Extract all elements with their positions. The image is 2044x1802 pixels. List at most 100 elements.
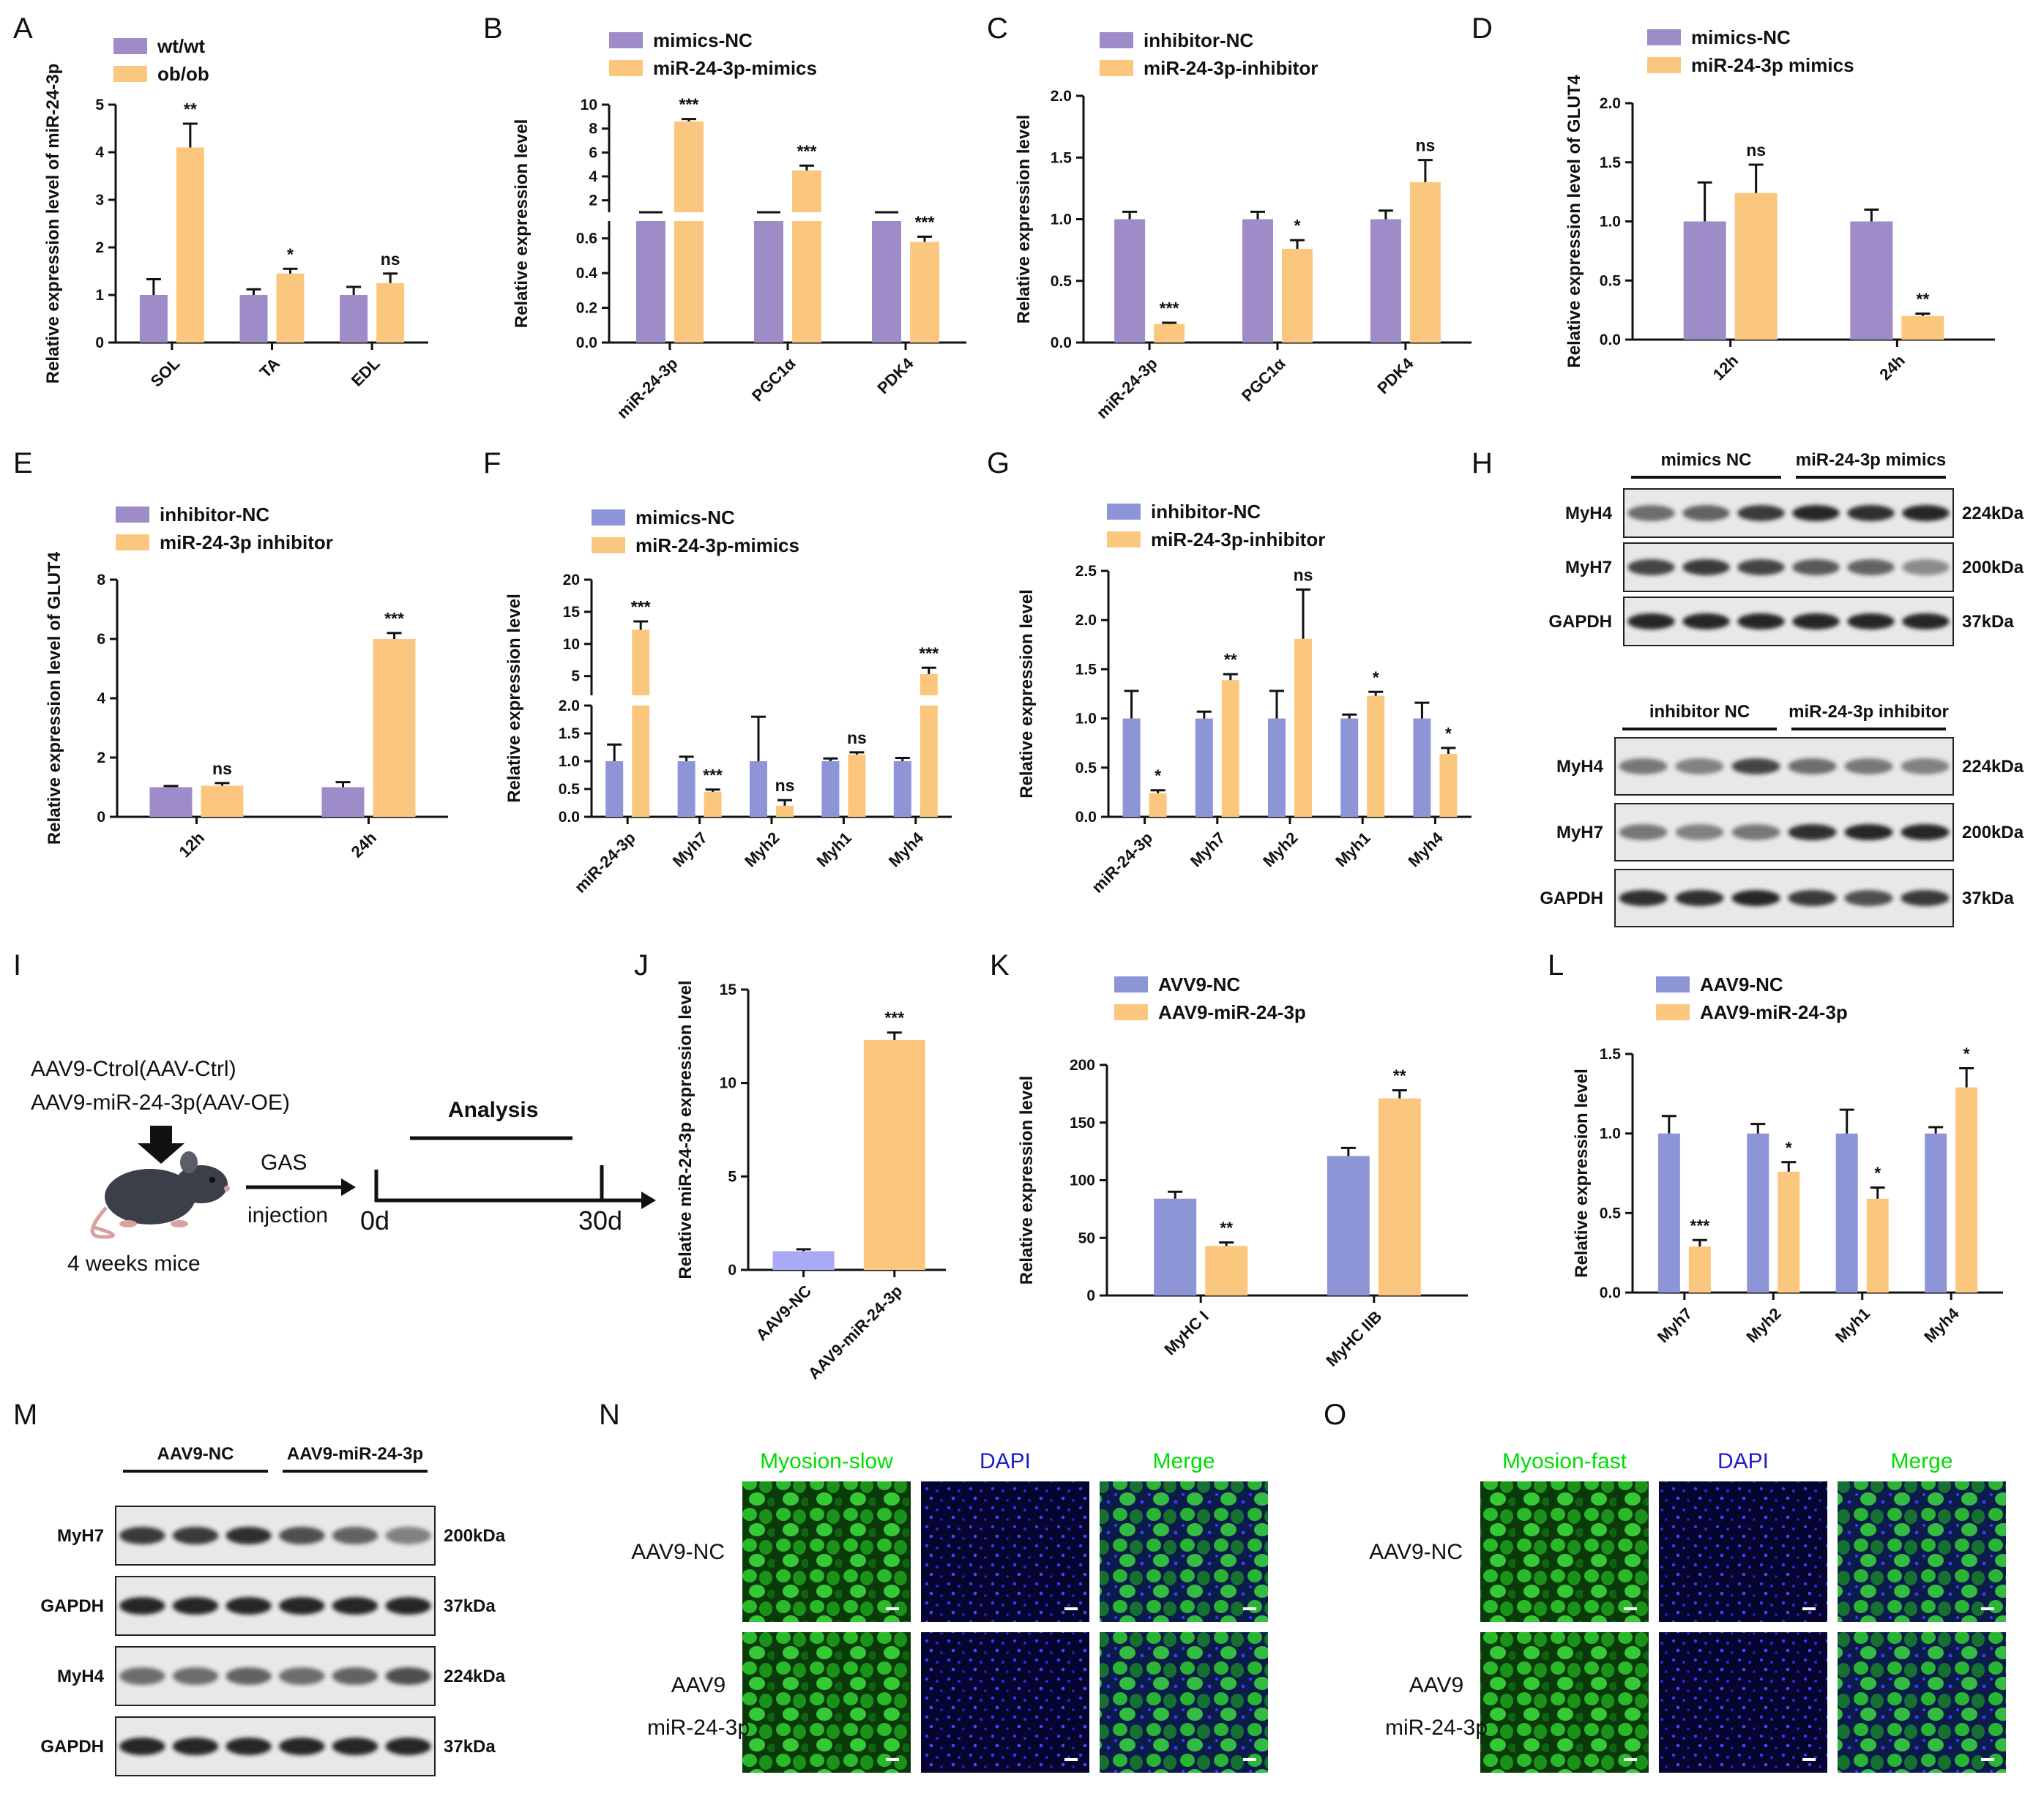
blot-band — [1737, 613, 1785, 629]
y-tick-label: 5 — [95, 97, 104, 113]
blot-band — [385, 1527, 431, 1544]
blot-band — [172, 1597, 219, 1615]
y-tick-label: 0.0 — [1051, 334, 1072, 351]
y-tick-label: 50 — [1078, 1230, 1095, 1246]
panel-label-d: D — [1472, 12, 1493, 45]
y-axis-label: Relative expression level of GLUT4 — [45, 551, 64, 845]
mouse-icon — [90, 1151, 230, 1239]
y-axis-label: Relative expression level — [1572, 1069, 1592, 1278]
blot-row-label: MyH7 — [57, 1526, 104, 1546]
legend-swatch — [609, 60, 643, 76]
significance-label: *** — [797, 141, 817, 160]
panel-label-g: G — [987, 447, 1010, 479]
y-tick-label: 3 — [95, 192, 104, 209]
significance-label: *** — [703, 766, 723, 785]
blot-band — [225, 1667, 272, 1685]
blot-band — [332, 1597, 378, 1615]
blot-band — [1847, 505, 1895, 521]
blot-band — [1788, 824, 1837, 840]
blot-band — [385, 1667, 431, 1685]
bar — [321, 787, 365, 817]
blot-band — [225, 1597, 272, 1615]
bar — [677, 761, 695, 817]
chart-panel-g: 0.0 0.5 1.0 1.5 2.0 2.5 Relative expression le… — [1017, 501, 1472, 897]
y-axis-label: Relative expression level of GLUT4 — [1564, 75, 1584, 368]
bar — [1221, 680, 1239, 817]
y-tick-label: 150 — [1070, 1115, 1095, 1132]
down-arrow-icon — [138, 1126, 184, 1164]
timeline-arrowhead-icon — [641, 1192, 656, 1209]
legend-label: inhibitor-NC — [160, 504, 269, 526]
y-tick-label: 6 — [97, 631, 105, 648]
bar — [239, 295, 268, 343]
bar — [863, 1039, 925, 1270]
x-tick-label: Myh7 — [1654, 1304, 1696, 1346]
blot-kda-label: 37kDa — [1962, 889, 2014, 908]
x-tick-label: Myh4 — [885, 828, 928, 870]
legend-swatch — [113, 38, 147, 54]
blot-band — [1731, 824, 1780, 840]
schematic-injection-label: injection — [247, 1203, 328, 1227]
if-image — [1659, 1481, 1827, 1622]
schematic-gas-label: GAS — [261, 1151, 307, 1175]
scale-bar — [1064, 1758, 1078, 1761]
significance-label: * — [1963, 1044, 1970, 1063]
x-tick-label: Myh7 — [1187, 829, 1228, 870]
y-tick-label: 15 — [720, 982, 737, 998]
legend-label: mimics-NC — [653, 29, 753, 51]
bar — [149, 787, 193, 817]
legend-label: mimics-NC — [1691, 26, 1791, 48]
chart-panel-a: 0 1 2 3 4 5 Relative expression level of miR-2… — [43, 35, 428, 391]
blot-band — [1682, 613, 1730, 629]
bar — [1955, 1087, 1978, 1293]
significance-label: ns — [212, 759, 232, 778]
chart-panel-f: 0.0 0.5 1.0 1.5 2.0 5 10 15 20 Relative expressio… — [504, 506, 952, 897]
if-column-label: Myosion-slow — [760, 1449, 893, 1473]
y-tick-label: 5 — [728, 1168, 736, 1185]
significance-label: * — [1874, 1164, 1881, 1183]
if-row-label: miR-24-3p — [647, 1716, 750, 1740]
significance-label: *** — [919, 643, 939, 662]
significance-label: *** — [631, 597, 651, 616]
blot-band — [119, 1527, 165, 1544]
y-axis-label: Relative miR-24-3p expression level — [676, 980, 695, 1279]
significance-label: ns — [847, 728, 867, 747]
blot-membrane — [115, 1576, 436, 1636]
if-grid-o: Myosion-fast DAPI Merge AAV9-NC AAV9 miR-24-3… — [1369, 1449, 2006, 1773]
bar — [750, 761, 767, 817]
if-image — [921, 1481, 1089, 1622]
blot-band — [1731, 890, 1780, 906]
immunofluorescence-panels: Myosion-slow DAPI Merge AAV9-NC AAV9 miR-24-3… — [631, 1449, 2006, 1773]
scale-bar — [886, 1607, 899, 1610]
x-tick-label: miR-24-3p — [1088, 829, 1156, 897]
significance-label: * — [1155, 766, 1161, 785]
blot-group-label: AAV9-NC — [157, 1444, 234, 1464]
bar — [1688, 1246, 1711, 1293]
y-axis-label: Relative expression level — [1014, 115, 1034, 324]
if-image — [1659, 1632, 1827, 1773]
x-tick-label: Myh4 — [1920, 1304, 1963, 1346]
blot-band — [1901, 890, 1950, 906]
x-tick-label: PDK4 — [1373, 354, 1417, 397]
significance-label: ns — [1294, 566, 1313, 585]
y-tick-label: 100 — [1070, 1173, 1095, 1189]
y-tick-label: 2 — [95, 239, 104, 256]
significance-label: ** — [184, 100, 197, 119]
legend-label: miR-24-3p-mimics — [653, 57, 817, 79]
x-tick-label: Myh2 — [1742, 1304, 1784, 1346]
chart-panel-c: 0.0 0.5 1.0 1.5 2.0 Relative expression level… — [1014, 29, 1472, 422]
blot-kda-label: 200kDa — [1962, 558, 2024, 577]
blot-band — [1844, 890, 1893, 906]
panel-label-j: J — [634, 949, 649, 982]
blot-band — [1844, 758, 1893, 774]
bar-upper-segment — [632, 629, 650, 695]
blot-band — [332, 1527, 378, 1544]
blot-membrane — [1623, 488, 1954, 538]
if-row-label: AAV9 — [671, 1673, 726, 1697]
bar — [635, 221, 665, 343]
if-image — [1480, 1632, 1649, 1773]
y-tick-label: 2.0 — [1600, 95, 1621, 112]
blot-band — [1901, 758, 1950, 774]
blot-membrane — [1614, 737, 1954, 796]
bar — [704, 791, 722, 817]
